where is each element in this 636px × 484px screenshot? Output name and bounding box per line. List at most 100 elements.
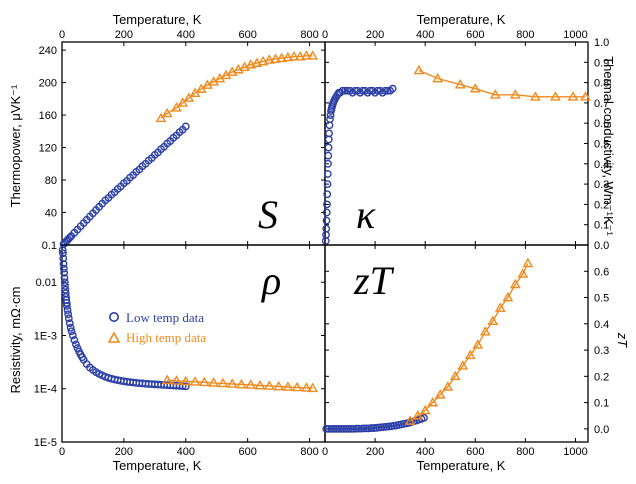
x-tick-label: 0 bbox=[322, 446, 328, 458]
data-point bbox=[322, 216, 331, 225]
data-point bbox=[65, 319, 74, 328]
data-point bbox=[324, 143, 333, 152]
data-point bbox=[171, 375, 182, 385]
data-point bbox=[198, 376, 210, 387]
y-tick-label: 0.3 bbox=[594, 179, 609, 191]
data-point bbox=[68, 331, 77, 340]
panel-frame bbox=[324, 244, 589, 443]
x-tick-label: 400 bbox=[416, 446, 434, 458]
y-tick-label: 0.2 bbox=[594, 371, 609, 383]
data-point bbox=[59, 249, 67, 258]
data-point bbox=[282, 51, 294, 62]
y-tick-label: 0.5 bbox=[594, 293, 609, 305]
data-point bbox=[64, 310, 73, 319]
data-point bbox=[404, 415, 416, 425]
data-point bbox=[177, 97, 189, 107]
x-tick-label: 600 bbox=[466, 29, 484, 41]
data-point bbox=[59, 254, 68, 263]
low-temp-series bbox=[59, 122, 190, 249]
x-tick-label: 600 bbox=[466, 446, 484, 458]
y-tick-label: 0.01 bbox=[36, 277, 57, 289]
y-tick-label: 0.6 bbox=[594, 118, 609, 130]
data-point bbox=[63, 306, 72, 314]
data-point bbox=[509, 278, 521, 289]
top-left-x-axis-title: Temperature, K bbox=[113, 12, 202, 27]
data-point bbox=[217, 377, 229, 388]
x-tick-label: 400 bbox=[416, 29, 434, 41]
data-point bbox=[276, 52, 288, 63]
data-point bbox=[324, 424, 333, 433]
data-point bbox=[59, 264, 68, 273]
data-point bbox=[60, 268, 69, 277]
data-point bbox=[344, 424, 353, 433]
y-tick-label: 1E-3 bbox=[34, 330, 57, 342]
y-tick-label: 0.6 bbox=[594, 266, 609, 278]
data-point bbox=[59, 260, 68, 268]
low-temp-series bbox=[321, 84, 397, 245]
data-point bbox=[381, 86, 390, 95]
data-point bbox=[181, 122, 190, 131]
data-point bbox=[282, 381, 294, 391]
data-point bbox=[454, 79, 466, 89]
x-tick-label: 600 bbox=[238, 446, 256, 458]
x-tick-label: 200 bbox=[115, 29, 133, 41]
data-point bbox=[412, 410, 424, 420]
data-point bbox=[60, 274, 69, 282]
data-point bbox=[257, 55, 269, 66]
x-tick-label: 800 bbox=[300, 446, 318, 458]
data-point bbox=[487, 315, 499, 326]
data-point bbox=[388, 84, 397, 93]
x-tick-label: 1000 bbox=[563, 446, 587, 458]
legend-label-low-temp: Low temp data bbox=[126, 310, 204, 325]
legend-marker-high-temp bbox=[107, 331, 121, 343]
data-point bbox=[307, 382, 319, 393]
y-tick-label: 0.3 bbox=[594, 345, 609, 357]
data-point bbox=[502, 291, 514, 302]
high-temp-series bbox=[161, 374, 319, 393]
legend: Low temp data High temp data bbox=[107, 310, 206, 345]
data-point bbox=[442, 381, 454, 391]
data-point bbox=[359, 424, 368, 433]
data-point bbox=[291, 381, 303, 392]
panel-label-zt: zT bbox=[353, 258, 395, 303]
data-point bbox=[208, 377, 220, 387]
data-point bbox=[67, 327, 76, 336]
data-point bbox=[72, 340, 80, 349]
data-point bbox=[263, 54, 275, 64]
low-temp-series bbox=[58, 246, 190, 391]
data-point bbox=[66, 323, 75, 332]
y-tick-label: 0.1 bbox=[594, 220, 609, 232]
data-point bbox=[189, 376, 201, 386]
panel-label-s: S bbox=[258, 192, 278, 237]
data-point bbox=[419, 404, 431, 415]
data-point bbox=[63, 301, 71, 310]
data-point bbox=[413, 64, 425, 75]
legend-marker-low-temp bbox=[109, 311, 120, 322]
data-point bbox=[62, 298, 71, 307]
data-point bbox=[288, 51, 300, 61]
y-tick-label: 160 bbox=[39, 110, 57, 122]
data-point bbox=[434, 389, 446, 399]
data-point bbox=[522, 257, 534, 268]
y-tick-label: 80 bbox=[45, 175, 57, 187]
series-line bbox=[160, 55, 313, 119]
zt-axis-title: zT bbox=[615, 332, 630, 349]
y-tick-label: 0.7 bbox=[594, 98, 609, 110]
high-temp-series bbox=[155, 50, 319, 123]
data-point bbox=[427, 396, 439, 407]
y-tick-label: 200 bbox=[39, 78, 57, 90]
data-point bbox=[347, 424, 356, 433]
y-tick-label: 0.4 bbox=[594, 159, 609, 171]
data-point bbox=[155, 112, 167, 123]
data-point bbox=[457, 360, 469, 370]
data-point bbox=[60, 278, 69, 287]
y-tick-label: 0.4 bbox=[594, 319, 609, 331]
data-point bbox=[337, 424, 346, 433]
data-point bbox=[294, 51, 306, 61]
data-point bbox=[432, 72, 444, 83]
data-point bbox=[64, 314, 73, 323]
x-tick-label: 0 bbox=[59, 29, 65, 41]
data-point bbox=[61, 285, 70, 294]
resistivity-axis-title: Resistivity, mΩ·cm bbox=[8, 287, 23, 394]
data-point bbox=[352, 424, 361, 433]
